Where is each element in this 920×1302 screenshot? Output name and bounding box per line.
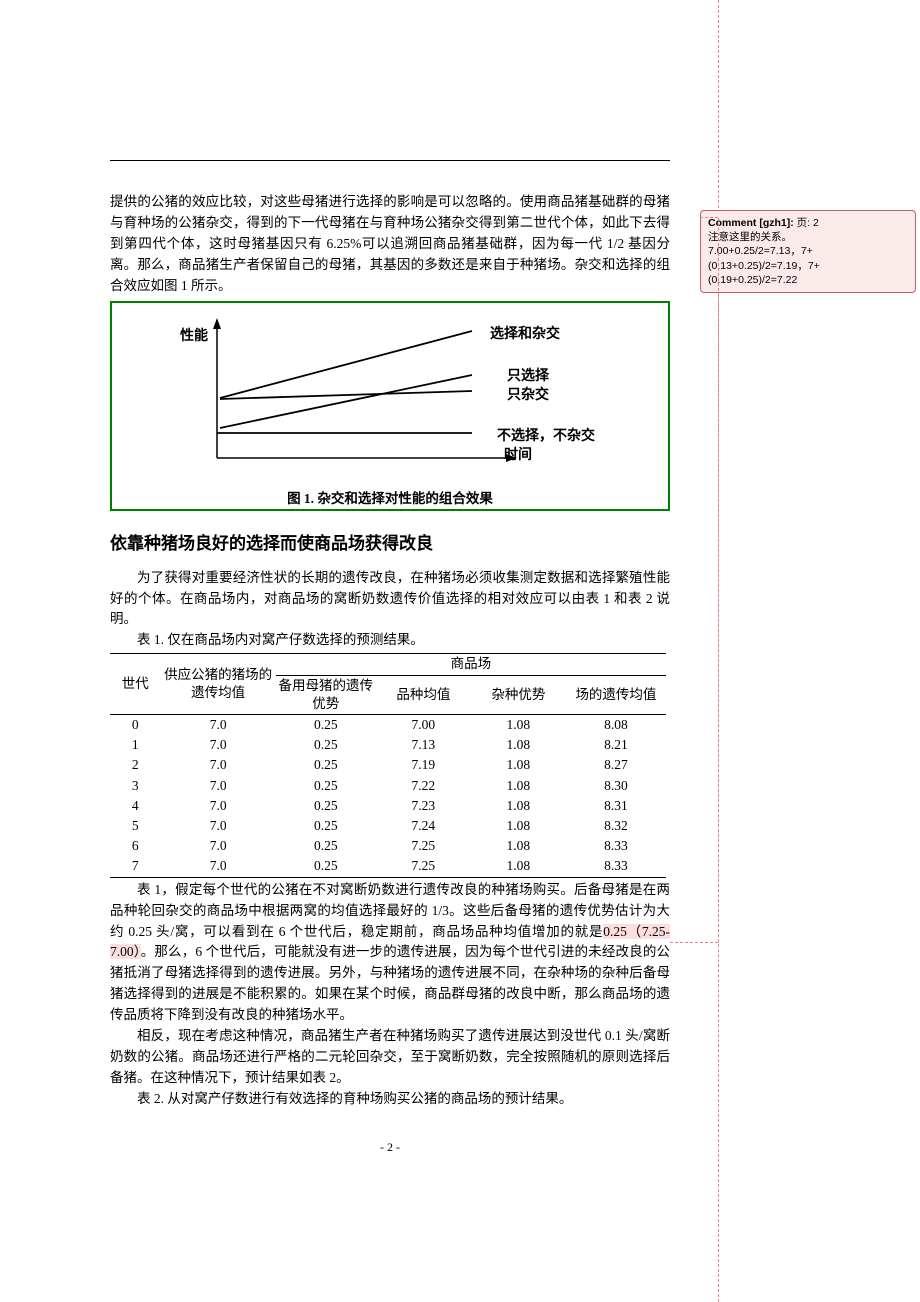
table-row: 57.00.257.241.088.32 <box>110 816 666 836</box>
paragraph-1: 提供的公猪的效应比较，对这些母猪进行选择的影响是可以忽略的。使用商品猪基础群的母… <box>110 192 670 297</box>
table-cell: 3 <box>110 776 161 796</box>
table-cell: 7.25 <box>376 856 471 877</box>
table-cell: 7.23 <box>376 796 471 816</box>
table-cell: 7.24 <box>376 816 471 836</box>
table-cell: 0.25 <box>276 714 376 735</box>
table-row: 27.00.257.191.088.27 <box>110 755 666 775</box>
p2-part-a: 表 1，假定每个世代的公猪在不对窝断奶数进行遗传改良的种猪场购买。后备母猪是在两… <box>110 882 670 939</box>
table-cell: 7.0 <box>161 836 276 856</box>
comment-header: Comment [gzh1]: 页: 2 <box>708 216 908 230</box>
table-cell: 8.32 <box>566 816 666 836</box>
col-hybrid-adv: 杂种优势 <box>471 675 566 714</box>
table-cell: 7.0 <box>161 856 276 877</box>
col-herd-value: 场的遗传均值 <box>566 675 666 714</box>
table-cell: 7.0 <box>161 776 276 796</box>
review-comment[interactable]: Comment [gzh1]: 页: 2 注意这里的关系。 7.00+0.25/… <box>700 210 916 293</box>
table-cell: 4 <box>110 796 161 816</box>
table-row: 67.00.257.251.088.33 <box>110 836 666 856</box>
table-cell: 7.13 <box>376 735 471 755</box>
table-cell: 7.0 <box>161 796 276 816</box>
col-adv: 备用母猪的遗传优势 <box>276 675 376 714</box>
table-cell: 8.08 <box>566 714 666 735</box>
table-cell: 8.33 <box>566 836 666 856</box>
table-row: 47.00.257.231.088.31 <box>110 796 666 816</box>
table-row: 17.00.257.131.088.21 <box>110 735 666 755</box>
table-cell: 0.25 <box>276 816 376 836</box>
table-row: 37.00.257.221.088.30 <box>110 776 666 796</box>
table-cell: 7.22 <box>376 776 471 796</box>
intro-paragraph: 为了获得对重要经济性状的长期的遗传改良，在种猪场必须收集测定数据和选择繁殖性能好… <box>110 568 670 631</box>
table-cell: 5 <box>110 816 161 836</box>
table-cell: 6 <box>110 836 161 856</box>
table-row: 07.00.257.001.088.08 <box>110 714 666 735</box>
figure-1: 性能 选择和杂交 只选择 只杂交 不选择，不杂交 时间 图 1. 杂交和选择对性… <box>110 301 670 511</box>
table1-caption: 表 1. 仅在商品场内对窝产仔数选择的预测结果。 <box>110 630 670 651</box>
body-text: 提供的公猪的效应比较，对这些母猪进行选择的影响是可以忽略的。使用商品猪基础群的母… <box>110 192 670 297</box>
table-cell: 7.00 <box>376 714 471 735</box>
table-cell: 0.25 <box>276 755 376 775</box>
col-breed-mean: 品种均值 <box>376 675 471 714</box>
table-cell: 7.19 <box>376 755 471 775</box>
table-cell: 0 <box>110 714 161 735</box>
col-gen: 世代 <box>110 654 161 715</box>
col-group: 商品场 <box>276 654 666 675</box>
table-cell: 8.33 <box>566 856 666 877</box>
line-label-cross: 只杂交 <box>507 384 549 404</box>
paragraph-2: 表 1，假定每个世代的公猪在不对窝断奶数进行遗传改良的种猪场购买。后备母猪是在两… <box>110 880 670 1089</box>
y-axis-label: 性能 <box>180 325 208 345</box>
table-cell: 8.21 <box>566 735 666 755</box>
comment-body-1: 注意这里的关系。 <box>708 230 908 244</box>
table-cell: 1.08 <box>471 776 566 796</box>
table-cell: 7.25 <box>376 836 471 856</box>
figure-caption: 图 1. 杂交和选择对性能的组合效果 <box>112 487 668 509</box>
table-cell: 7.0 <box>161 714 276 735</box>
body-text: 相反，现在考虑这种情况，商品猪生产者在种猪场购买了遗传进展达到没世代 0.1 头… <box>110 1026 670 1089</box>
page-content: 提供的公猪的效应比较，对这些母猪进行选择的影响是可以忽略的。使用商品猪基础群的母… <box>70 0 710 1155</box>
table-cell: 8.31 <box>566 796 666 816</box>
table-1: 世代 供应公猪的猪场的遗传均值 商品场 备用母猪的遗传优势 品种均值 杂种优势 … <box>110 653 666 877</box>
col-farm-value: 供应公猪的猪场的遗传均值 <box>161 654 276 715</box>
table-cell: 0.25 <box>276 735 376 755</box>
table-cell: 1.08 <box>471 816 566 836</box>
comment-author: Comment [gzh1]: <box>708 217 794 229</box>
table-cell: 1.08 <box>471 796 566 816</box>
comment-page: 页: 2 <box>797 217 819 229</box>
comment-leader-line <box>718 218 719 942</box>
table-cell: 1 <box>110 735 161 755</box>
table-cell: 1.08 <box>471 856 566 877</box>
table-cell: 0.25 <box>276 836 376 856</box>
body-text: 表 1，假定每个世代的公猪在不对窝断奶数进行遗传改良的种猪场购买。后备母猪是在两… <box>110 880 670 1026</box>
table-cell: 1.08 <box>471 735 566 755</box>
table-cell: 7.0 <box>161 735 276 755</box>
header-rule <box>110 160 670 162</box>
body-text: 为了获得对重要经济性状的长期的遗传改良，在种猪场必须收集测定数据和选择繁殖性能好… <box>110 568 670 631</box>
x-axis-label: 时间 <box>504 444 532 464</box>
table-cell: 1.08 <box>471 755 566 775</box>
table-cell: 0.25 <box>276 796 376 816</box>
table-cell: 7 <box>110 856 161 877</box>
table-cell: 8.27 <box>566 755 666 775</box>
p2-part-b: 。那么，6 个世代后，可能就没有进一步的遗传进展，因为每个世代引进的未经改良的公… <box>110 944 670 1022</box>
line-label-select: 只选择 <box>507 365 549 385</box>
line-label-none: 不选择，不杂交 <box>497 425 595 445</box>
table-cell: 2 <box>110 755 161 775</box>
line-label-both: 选择和杂交 <box>490 323 560 343</box>
section-heading: 依靠种猪场良好的选择而使商品场获得改良 <box>110 529 670 554</box>
table-cell: 1.08 <box>471 714 566 735</box>
page-number: - 2 - <box>70 1140 710 1155</box>
table-cell: 8.30 <box>566 776 666 796</box>
table-cell: 0.25 <box>276 776 376 796</box>
table-row: 77.00.257.251.088.33 <box>110 856 666 877</box>
table2-caption: 表 2. 从对窝产仔数进行有效选择的育种场购买公猪的商品场的预计结果。 <box>110 1089 670 1110</box>
table-cell: 7.0 <box>161 816 276 836</box>
review-margin-line <box>718 0 719 1302</box>
table-cell: 1.08 <box>471 836 566 856</box>
comment-body-2: 7.00+0.25/2=7.13，7+(0.13+0.25)/2=7.19，7+… <box>708 244 908 287</box>
table-cell: 7.0 <box>161 755 276 775</box>
table-cell: 0.25 <box>276 856 376 877</box>
